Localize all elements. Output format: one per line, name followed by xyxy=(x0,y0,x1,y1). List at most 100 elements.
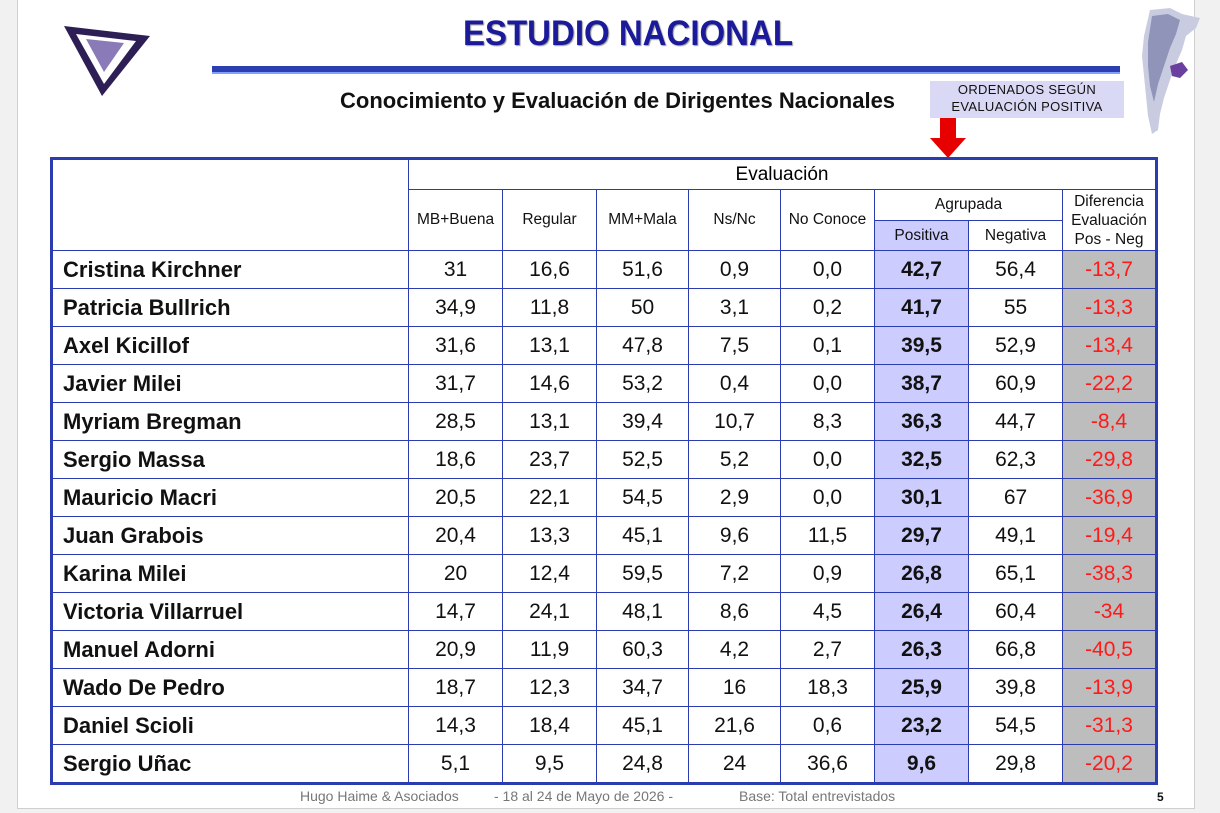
cell-diferencia: -8,4 xyxy=(1062,402,1157,441)
cell-ns-nc: 7,5 xyxy=(688,326,781,365)
cell-no-conoce: 8,3 xyxy=(780,402,875,441)
cell-mb-buena: 5,1 xyxy=(408,744,503,784)
cell-no-conoce: 2,7 xyxy=(780,630,875,669)
row-name: Javier Milei xyxy=(51,364,409,403)
agrupada-header: Agrupada xyxy=(874,189,1063,221)
cell-mm-mala: 24,8 xyxy=(596,744,689,784)
cell-mb-buena: 20,4 xyxy=(408,516,503,555)
cell-regular: 13,3 xyxy=(502,516,597,555)
cell-diferencia: -22,2 xyxy=(1062,364,1157,403)
cell-mm-mala: 45,1 xyxy=(596,706,689,745)
cell-ns-nc: 5,2 xyxy=(688,440,781,479)
cell-mm-mala: 47,8 xyxy=(596,326,689,365)
cell-positiva: 26,8 xyxy=(874,554,969,593)
cell-mm-mala: 45,1 xyxy=(596,516,689,555)
cell-mm-mala: 59,5 xyxy=(596,554,689,593)
col-no-conoce: No Conoce xyxy=(780,189,875,251)
cell-mb-buena: 28,5 xyxy=(408,402,503,441)
cell-mb-buena: 20 xyxy=(408,554,503,593)
cell-mb-buena: 18,6 xyxy=(408,440,503,479)
cell-mb-buena: 31,6 xyxy=(408,326,503,365)
cell-positiva: 41,7 xyxy=(874,288,969,327)
table-row: Victoria Villarruel 14,7 24,1 48,1 8,6 4,5 26,… xyxy=(51,592,1157,631)
cell-ns-nc: 8,6 xyxy=(688,592,781,631)
diff-header-line3: Pos - Neg xyxy=(1074,230,1144,248)
page-number: 5 xyxy=(1157,790,1164,804)
cell-ns-nc: 10,7 xyxy=(688,402,781,441)
cell-no-conoce: 0,9 xyxy=(780,554,875,593)
diff-header-line1: Diferencia xyxy=(1074,192,1144,210)
cell-negativa: 65,1 xyxy=(968,554,1063,593)
cell-regular: 13,1 xyxy=(502,326,597,365)
cell-mm-mala: 53,2 xyxy=(596,364,689,403)
row-name: Victoria Villarruel xyxy=(51,592,409,631)
cell-positiva: 26,3 xyxy=(874,630,969,669)
row-name: Patricia Bullrich xyxy=(51,288,409,327)
sort-note-line2: EVALUACIÓN POSITIVA xyxy=(951,99,1103,114)
cell-regular: 16,6 xyxy=(502,250,597,289)
row-name: Karina Milei xyxy=(51,554,409,593)
cell-no-conoce: 0,0 xyxy=(780,440,875,479)
cell-negativa: 67 xyxy=(968,478,1063,517)
leaders-table: Evaluación MB+Buena Regular MM+Mala Ns/N… xyxy=(50,157,1158,785)
cell-no-conoce: 0,0 xyxy=(780,250,875,289)
footer-base: Base: Total entrevistados xyxy=(739,788,896,804)
row-name: Mauricio Macri xyxy=(51,478,409,517)
row-name: Sergio Massa xyxy=(51,440,409,479)
diff-header-line2: Evaluación xyxy=(1071,211,1147,229)
table-row: Manuel Adorni 20,9 11,9 60,3 4,2 2,7 26,3 66,8-… xyxy=(51,630,1157,669)
cell-diferencia: -13,3 xyxy=(1062,288,1157,327)
cell-regular: 24,1 xyxy=(502,592,597,631)
cell-positiva: 36,3 xyxy=(874,402,969,441)
cell-mb-buena: 18,7 xyxy=(408,668,503,707)
cell-diferencia: -34 xyxy=(1062,592,1157,631)
cell-diferencia: -13,9 xyxy=(1062,668,1157,707)
cell-regular: 12,4 xyxy=(502,554,597,593)
cell-negativa: 55 xyxy=(968,288,1063,327)
corner-cell xyxy=(51,158,409,251)
cell-positiva: 39,5 xyxy=(874,326,969,365)
cell-no-conoce: 0,0 xyxy=(780,364,875,403)
cell-diferencia: -13,7 xyxy=(1062,250,1157,289)
cell-mb-buena: 20,5 xyxy=(408,478,503,517)
table-row: Wado De Pedro 18,7 12,3 34,7 16 18,3 25,9 39,8-… xyxy=(51,668,1157,707)
table-row: Juan Grabois 20,4 13,3 45,1 9,6 11,5 29,7 49,1-… xyxy=(51,516,1157,555)
cell-ns-nc: 2,9 xyxy=(688,478,781,517)
cell-mb-buena: 14,3 xyxy=(408,706,503,745)
cell-ns-nc: 4,2 xyxy=(688,630,781,669)
cell-regular: 18,4 xyxy=(502,706,597,745)
row-name: Daniel Scioli xyxy=(51,706,409,745)
cell-mm-mala: 34,7 xyxy=(596,668,689,707)
cell-diferencia: -19,4 xyxy=(1062,516,1157,555)
row-name: Cristina Kirchner xyxy=(51,250,409,289)
row-name: Manuel Adorni xyxy=(51,630,409,669)
cell-mm-mala: 39,4 xyxy=(596,402,689,441)
col-mb-buena: MB+Buena xyxy=(408,189,503,251)
cell-diferencia: -38,3 xyxy=(1062,554,1157,593)
cell-mm-mala: 48,1 xyxy=(596,592,689,631)
cell-positiva: 32,5 xyxy=(874,440,969,479)
col-mm-mala: MM+Mala xyxy=(596,189,689,251)
title-divider xyxy=(212,66,1120,74)
cell-negativa: 39,8 xyxy=(968,668,1063,707)
cell-positiva: 38,7 xyxy=(874,364,969,403)
sort-note: ORDENADOS SEGÚN EVALUACIÓN POSITIVA xyxy=(930,81,1124,118)
cell-positiva: 25,9 xyxy=(874,668,969,707)
cell-positiva: 29,7 xyxy=(874,516,969,555)
cell-negativa: 54,5 xyxy=(968,706,1063,745)
cell-diferencia: -29,8 xyxy=(1062,440,1157,479)
table-body: Cristina Kirchner 31 16,6 51,6 0,9 0,0 42,7 56,… xyxy=(51,250,1157,784)
table-row: Myriam Bregman 28,5 13,1 39,4 10,7 8,3 36,3 44,… xyxy=(51,402,1157,441)
row-name: Juan Grabois xyxy=(51,516,409,555)
cell-ns-nc: 21,6 xyxy=(688,706,781,745)
table-row: Karina Milei 20 12,4 59,5 7,2 0,9 26,8 65,1 -38,… xyxy=(51,554,1157,593)
table-row: Sergio Uñac 5,1 9,5 24,8 24 36,6 9,6 29,8 -20,2 xyxy=(51,744,1157,784)
cell-diferencia: -20,2 xyxy=(1062,744,1157,784)
cell-positiva: 26,4 xyxy=(874,592,969,631)
col-regular: Regular xyxy=(502,189,597,251)
footer-dates: - 18 al 24 de Mayo de 2026 - xyxy=(494,788,674,804)
cell-ns-nc: 24 xyxy=(688,744,781,784)
cell-no-conoce: 0,2 xyxy=(780,288,875,327)
page-subtitle: Conocimiento y Evaluación de Dirigentes … xyxy=(340,88,896,113)
row-name: Sergio Uñac xyxy=(51,744,409,784)
